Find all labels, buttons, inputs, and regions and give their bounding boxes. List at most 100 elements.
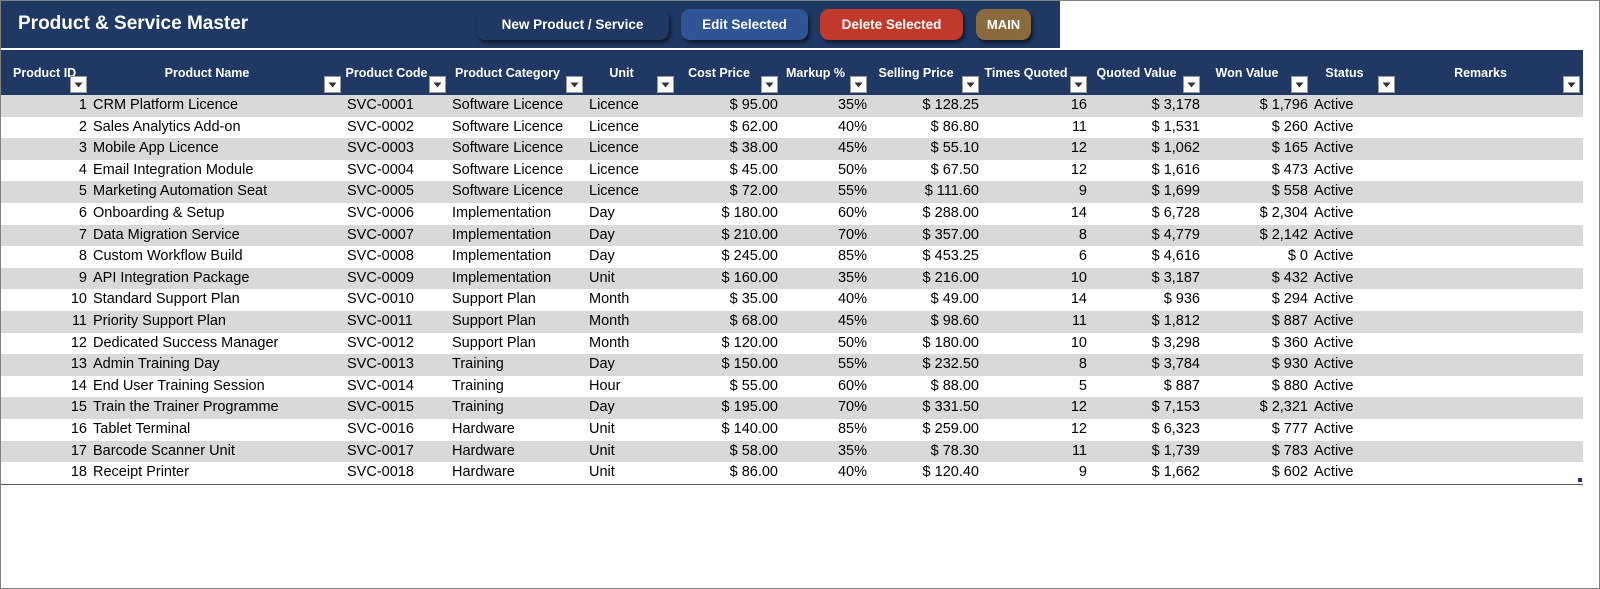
cell-product-id[interactable]: 3 xyxy=(1,138,90,160)
cell-selling-price[interactable]: $ 288.00 xyxy=(870,202,982,225)
cell-cost-price[interactable]: $ 140.00 xyxy=(677,418,781,441)
cell-status[interactable]: Active xyxy=(1311,375,1398,398)
cell-cost-price[interactable]: $ 58.00 xyxy=(677,440,781,463)
cell-cost-price[interactable]: $ 72.00 xyxy=(677,181,781,203)
cell-product-code[interactable]: SVC-0015 xyxy=(344,397,449,419)
cell-unit[interactable]: Licence xyxy=(586,95,677,117)
cell-unit[interactable]: Day xyxy=(586,202,677,225)
table-row[interactable]: 11 Priority Support Plan SVC-0011 Support P… xyxy=(1,310,1583,333)
cell-product-code[interactable]: SVC-0011 xyxy=(344,310,449,333)
filter-dropdown-icon[interactable] xyxy=(429,76,446,93)
cell-won-value[interactable]: $ 0 xyxy=(1203,246,1311,268)
cell-cost-price[interactable]: $ 62.00 xyxy=(677,116,781,139)
cell-product-category[interactable]: Implementation xyxy=(449,202,586,225)
cell-times-quoted[interactable]: 11 xyxy=(982,116,1090,139)
cell-product-category[interactable]: Training xyxy=(449,354,586,376)
cell-product-category[interactable]: Hardware xyxy=(449,440,586,463)
cell-quoted-value[interactable]: $ 6,323 xyxy=(1090,418,1203,441)
cell-markup[interactable]: 35% xyxy=(781,440,870,463)
cell-unit[interactable]: Unit xyxy=(586,462,677,485)
table-row[interactable]: 1 CRM Platform Licence SVC-0001 Software Li… xyxy=(1,95,1583,117)
column-header-product-id[interactable]: Product ID xyxy=(1,50,90,95)
cell-product-name[interactable]: End User Training Session xyxy=(90,375,344,398)
cell-product-name[interactable]: Barcode Scanner Unit xyxy=(90,440,344,463)
cell-product-id[interactable]: 9 xyxy=(1,267,90,290)
filter-dropdown-icon[interactable] xyxy=(657,76,674,93)
cell-won-value[interactable]: $ 2,321 xyxy=(1203,397,1311,419)
cell-selling-price[interactable]: $ 453.25 xyxy=(870,246,982,268)
cell-status[interactable]: Active xyxy=(1311,462,1398,485)
cell-status[interactable]: Active xyxy=(1311,440,1398,463)
cell-quoted-value[interactable]: $ 1,812 xyxy=(1090,310,1203,333)
cell-product-category[interactable]: Support Plan xyxy=(449,289,586,311)
cell-product-code[interactable]: SVC-0010 xyxy=(344,289,449,311)
cell-product-code[interactable]: SVC-0006 xyxy=(344,202,449,225)
cell-product-category[interactable]: Software Licence xyxy=(449,159,586,182)
cell-product-id[interactable]: 8 xyxy=(1,246,90,268)
cell-selling-price[interactable]: $ 120.40 xyxy=(870,462,982,485)
cell-times-quoted[interactable]: 9 xyxy=(982,181,1090,203)
cell-markup[interactable]: 40% xyxy=(781,289,870,311)
cell-product-category[interactable]: Hardware xyxy=(449,462,586,485)
cell-product-name[interactable]: Dedicated Success Manager xyxy=(90,332,344,355)
cell-times-quoted[interactable]: 12 xyxy=(982,397,1090,419)
cell-remarks[interactable] xyxy=(1398,246,1583,268)
table-row[interactable]: 9 API Integration Package SVC-0009 Implemen… xyxy=(1,267,1583,290)
cell-selling-price[interactable]: $ 78.30 xyxy=(870,440,982,463)
filter-dropdown-icon[interactable] xyxy=(761,76,778,93)
cell-won-value[interactable]: $ 360 xyxy=(1203,332,1311,355)
cell-quoted-value[interactable]: $ 4,779 xyxy=(1090,224,1203,247)
delete-selected-button[interactable]: Delete Selected xyxy=(820,9,963,40)
cell-cost-price[interactable]: $ 35.00 xyxy=(677,289,781,311)
cell-unit[interactable]: Licence xyxy=(586,116,677,139)
cell-status[interactable]: Active xyxy=(1311,267,1398,290)
cell-markup[interactable]: 50% xyxy=(781,159,870,182)
cell-times-quoted[interactable]: 11 xyxy=(982,310,1090,333)
cell-status[interactable]: Active xyxy=(1311,332,1398,355)
cell-unit[interactable]: Month xyxy=(586,332,677,355)
cell-product-category[interactable]: Software Licence xyxy=(449,116,586,139)
filter-dropdown-icon[interactable] xyxy=(324,76,341,93)
cell-won-value[interactable]: $ 2,142 xyxy=(1203,224,1311,247)
cell-product-id[interactable]: 15 xyxy=(1,397,90,419)
cell-product-name[interactable]: Onboarding & Setup xyxy=(90,202,344,225)
cell-product-name[interactable]: Data Migration Service xyxy=(90,224,344,247)
cell-product-category[interactable]: Software Licence xyxy=(449,181,586,203)
cell-remarks[interactable] xyxy=(1398,224,1583,247)
cell-unit[interactable]: Licence xyxy=(586,138,677,160)
cell-markup[interactable]: 40% xyxy=(781,116,870,139)
column-header-won-value[interactable]: Won Value xyxy=(1203,50,1311,95)
cell-quoted-value[interactable]: $ 6,728 xyxy=(1090,202,1203,225)
column-header-product-name[interactable]: Product Name xyxy=(90,50,344,95)
cell-product-id[interactable]: 17 xyxy=(1,440,90,463)
cell-product-id[interactable]: 1 xyxy=(1,95,90,117)
cell-status[interactable]: Active xyxy=(1311,159,1398,182)
cell-remarks[interactable] xyxy=(1398,159,1583,182)
cell-selling-price[interactable]: $ 98.60 xyxy=(870,310,982,333)
cell-won-value[interactable]: $ 777 xyxy=(1203,418,1311,441)
cell-cost-price[interactable]: $ 160.00 xyxy=(677,267,781,290)
cell-product-code[interactable]: SVC-0004 xyxy=(344,159,449,182)
cell-won-value[interactable]: $ 2,304 xyxy=(1203,202,1311,225)
cell-product-code[interactable]: SVC-0014 xyxy=(344,375,449,398)
cell-selling-price[interactable]: $ 180.00 xyxy=(870,332,982,355)
cell-product-name[interactable]: Standard Support Plan xyxy=(90,289,344,311)
cell-status[interactable]: Active xyxy=(1311,138,1398,160)
cell-product-id[interactable]: 12 xyxy=(1,332,90,355)
cell-product-code[interactable]: SVC-0018 xyxy=(344,462,449,485)
cell-product-id[interactable]: 18 xyxy=(1,462,90,485)
cell-markup[interactable]: 60% xyxy=(781,202,870,225)
cell-product-id[interactable]: 14 xyxy=(1,375,90,398)
cell-times-quoted[interactable]: 14 xyxy=(982,289,1090,311)
cell-markup[interactable]: 35% xyxy=(781,267,870,290)
table-row[interactable]: 4 Email Integration Module SVC-0004 Softwar… xyxy=(1,159,1583,182)
cell-selling-price[interactable]: $ 232.50 xyxy=(870,354,982,376)
cell-remarks[interactable] xyxy=(1398,116,1583,139)
cell-times-quoted[interactable]: 12 xyxy=(982,138,1090,160)
cell-selling-price[interactable]: $ 259.00 xyxy=(870,418,982,441)
cell-won-value[interactable]: $ 260 xyxy=(1203,116,1311,139)
table-row[interactable]: 14 End User Training Session SVC-0014 Train… xyxy=(1,375,1583,398)
cell-selling-price[interactable]: $ 357.00 xyxy=(870,224,982,247)
cell-quoted-value[interactable]: $ 3,784 xyxy=(1090,354,1203,376)
cell-won-value[interactable]: $ 887 xyxy=(1203,310,1311,333)
